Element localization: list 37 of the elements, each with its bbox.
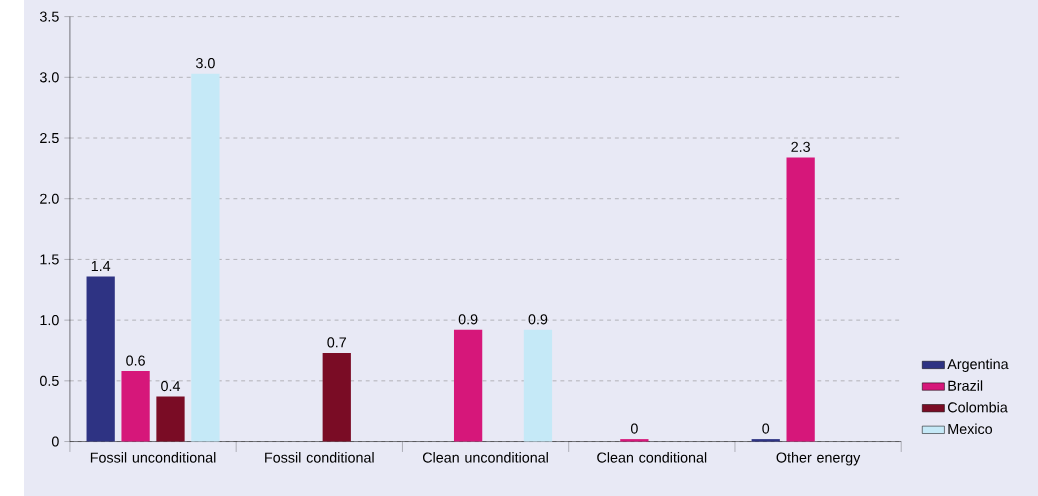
legend-label: Colombia (948, 401, 1008, 413)
bar (191, 73, 220, 442)
legend-label: Mexico (948, 423, 993, 434)
y-tick-label: 1.5 (40, 254, 59, 265)
bar (751, 438, 780, 442)
x-tick-label: Other energy (776, 451, 861, 466)
y-tick-label: 3.0 (39, 72, 59, 83)
legend-label: Brazil (948, 380, 983, 391)
data-label: 3.0 (196, 57, 215, 69)
y-tick-label: 0.5 (39, 375, 59, 386)
x-tick-label: Clean conditional (597, 451, 707, 463)
y-tick-label: 0 (51, 436, 59, 447)
x-tick-label: Fossil conditional (265, 451, 374, 463)
bar (620, 438, 649, 442)
bar (523, 329, 553, 442)
data-label: 1.4 (91, 260, 111, 271)
data-label: 0.9 (458, 314, 478, 325)
bar (453, 329, 483, 442)
data-label: 0 (762, 423, 770, 434)
bar (156, 396, 185, 442)
data-label: 0.7 (327, 337, 346, 348)
x-tick-label: Clean unconditional (422, 451, 548, 463)
x-tick-label: Fossil unconditional (90, 451, 216, 463)
y-tick-label: 2.0 (40, 193, 59, 204)
y-tick-label: 1.0 (40, 314, 59, 326)
y-tick-label: 3.5 (39, 11, 59, 22)
bar (322, 352, 351, 442)
data-label: 0.4 (161, 380, 181, 392)
legend-label: Argentina (947, 358, 1009, 372)
y-tick-label: 2.5 (40, 132, 59, 143)
data-label: 2.3 (791, 141, 810, 152)
data-label: 0.6 (126, 355, 145, 366)
bar (86, 276, 115, 442)
bar (121, 371, 150, 442)
bar (786, 157, 815, 442)
data-label: 0 (630, 423, 638, 434)
data-label: 0.9 (528, 314, 548, 325)
